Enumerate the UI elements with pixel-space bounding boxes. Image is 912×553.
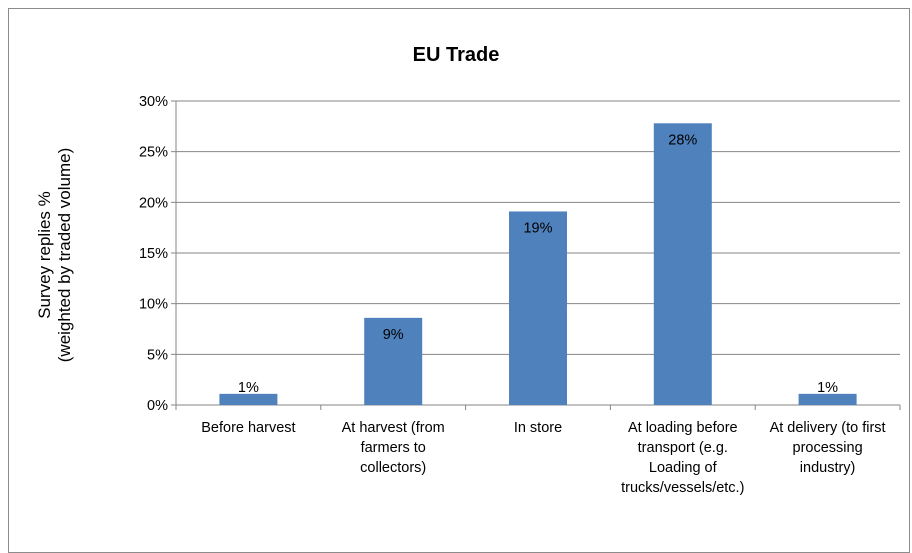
category-label-line: Loading of: [648, 460, 717, 476]
category-label-line: transport (e.g.: [637, 440, 728, 456]
chart-frame: [8, 8, 910, 553]
y-tick-label: 25%: [139, 145, 168, 161]
category-label-line: collectors): [360, 460, 427, 476]
category-label-line: processing: [792, 440, 863, 456]
data-label: 9%: [383, 327, 404, 343]
bar: [509, 211, 567, 405]
y-tick-label: 0%: [147, 398, 168, 414]
data-label: 1%: [238, 380, 259, 396]
data-label: 19%: [523, 220, 552, 236]
category-label-line: Before harvest: [201, 420, 296, 436]
y-tick-label: 15%: [139, 246, 168, 262]
category-label: Before harvest: [170, 418, 327, 438]
y-axis-title-line: (weighted by traded volume): [55, 148, 74, 363]
bar: [364, 317, 423, 405]
y-tick-label: 20%: [139, 195, 168, 211]
category-label-line: trucks/vessels/etc.): [621, 480, 745, 496]
data-label: 28%: [668, 132, 697, 148]
y-axis-title: Survey replies % (weighted by traded volu…: [35, 148, 74, 363]
category-label-line: At harvest (from: [341, 420, 445, 436]
y-tick-label: 30%: [139, 94, 168, 110]
category-label-line: industry): [799, 460, 856, 476]
bar: [219, 393, 278, 405]
y-axis-title-line: Survey replies %: [35, 191, 54, 319]
data-label: 1%: [817, 380, 838, 396]
category-label-line: At delivery (to first: [769, 420, 886, 436]
category-label-line: At loading before: [627, 420, 738, 436]
category-label-line: In store: [513, 420, 563, 436]
category-label: In store: [460, 418, 617, 438]
chart-title: EU Trade: [412, 44, 500, 66]
y-tick-label: 10%: [139, 297, 168, 313]
category-label: At delivery (to first processing industry): [749, 418, 906, 478]
category-label: At loading before transport (e.g. Loading …: [604, 418, 761, 498]
category-label: At harvest (from farmers to collectors): [315, 418, 472, 478]
category-label-line: farmers to: [360, 440, 426, 456]
y-tick-label: 5%: [147, 347, 168, 363]
bar: [798, 393, 857, 405]
bar: [653, 123, 712, 405]
